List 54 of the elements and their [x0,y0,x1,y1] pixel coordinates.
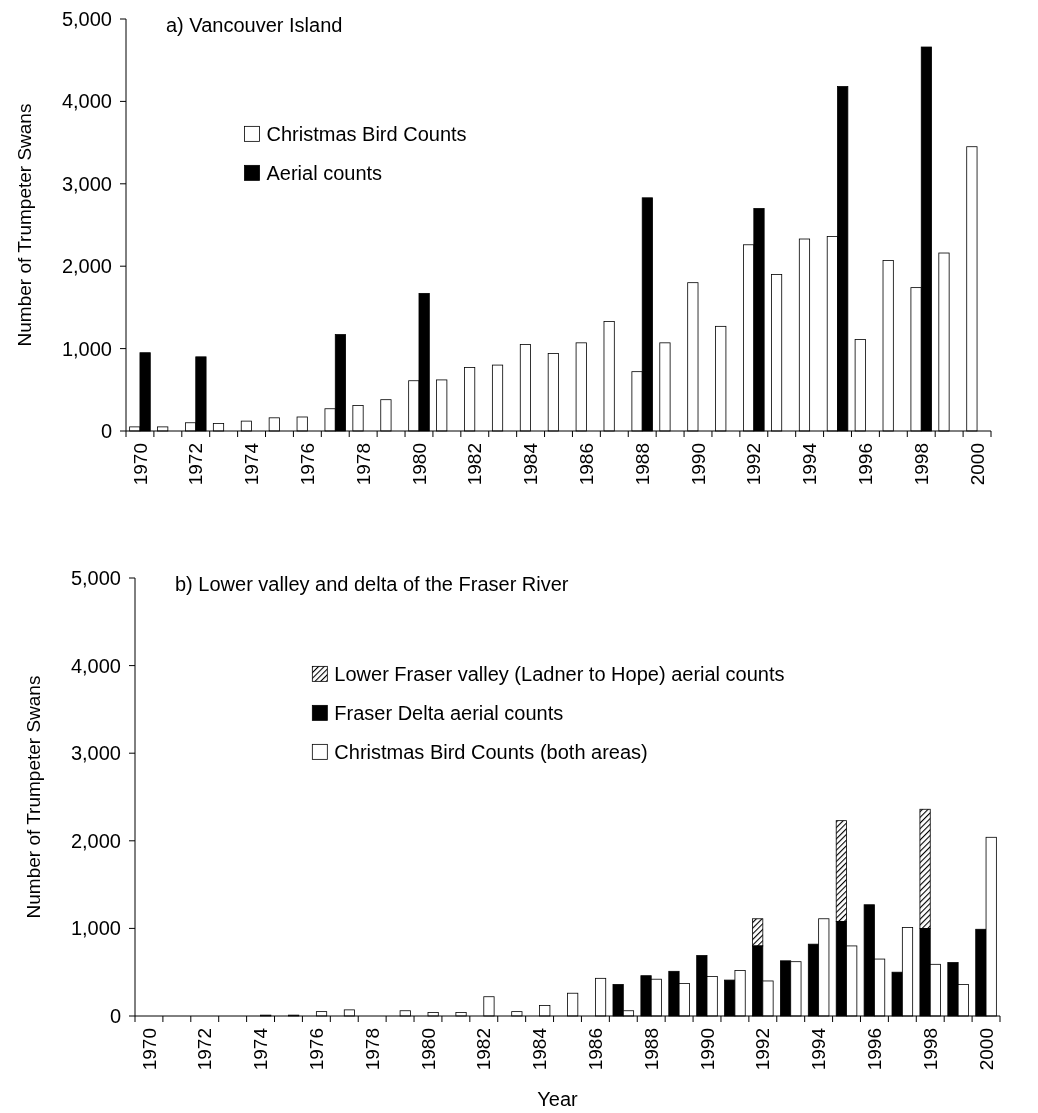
x-tick-label: 2000 [975,1028,997,1071]
x-tick-label: 1996 [855,443,877,486]
x-tick-label: 1972 [194,1028,216,1071]
chart-title: a) Vancouver Island [166,14,343,36]
legend-label: Lower Fraser valley (Ladner to Hope) aerial counts [334,663,785,686]
x-tick-label: 1994 [799,442,821,486]
x-tick-label: 1978 [361,1028,383,1071]
x-tick-label: 1978 [352,443,374,486]
x-tick-label: 1982 [473,1028,495,1071]
x-axis-title: Year [537,1088,579,1110]
x-tick-label: 1974 [241,442,263,486]
x-tick-label: 1970 [138,1028,160,1071]
y-tick-label: 2,000 [61,255,112,278]
legend-label: Fraser Delta aerial counts [334,702,564,725]
y-tick-label: 5,000 [61,8,112,30]
y-tick-label: 2,000 [70,829,121,852]
x-tick-label: 1998 [919,1028,941,1071]
y-axis-title: Number of Trumpeter Swans [22,675,44,919]
x-tick-label: 1980 [417,1028,439,1071]
y-tick-label: 4,000 [70,654,121,677]
y-tick-label: 4,000 [61,90,112,113]
y-tick-label: 0 [100,420,112,442]
x-tick-label: 1996 [864,1028,886,1071]
x-tick-label: 2000 [966,443,988,486]
y-axis-title: Number of Trumpeter Swans [13,103,35,347]
y-tick-label: 3,000 [61,172,112,195]
x-tick-label: 1984 [520,442,542,486]
x-tick-label: 1994 [808,1027,830,1071]
x-tick-label: 1980 [408,443,430,486]
x-tick-label: 1990 [687,443,709,486]
x-tick-label: 1976 [306,1028,328,1071]
legend-label: Christmas Bird Counts (both areas) [334,741,648,764]
y-tick-label: 5,000 [70,567,121,589]
x-tick-label: 1986 [585,1028,607,1071]
y-tick-label: 3,000 [70,742,121,765]
x-tick-label: 1986 [576,443,598,486]
x-tick-label: 1976 [297,443,319,486]
x-tick-label: 1998 [910,443,932,486]
y-tick-label: 1,000 [70,917,121,940]
x-tick-label: 1990 [696,1028,718,1071]
y-tick-label: 0 [109,1005,121,1027]
x-tick-label: 1992 [743,443,765,486]
x-tick-label: 1984 [529,1027,551,1071]
legend-label: Christmas Bird Counts [266,123,467,146]
x-tick-label: 1970 [129,443,151,486]
x-tick-label: 1992 [752,1028,774,1071]
legend-label: Aerial counts [266,162,383,185]
x-tick-label: 1972 [185,443,207,486]
y-tick-label: 1,000 [61,337,112,360]
x-tick-label: 1982 [464,443,486,486]
x-tick-label: 1988 [631,443,653,486]
x-tick-label: 1974 [250,1027,272,1071]
x-tick-label: 1988 [640,1028,662,1071]
chart-title: b) Lower valley and delta of the Fraser River [175,573,569,595]
